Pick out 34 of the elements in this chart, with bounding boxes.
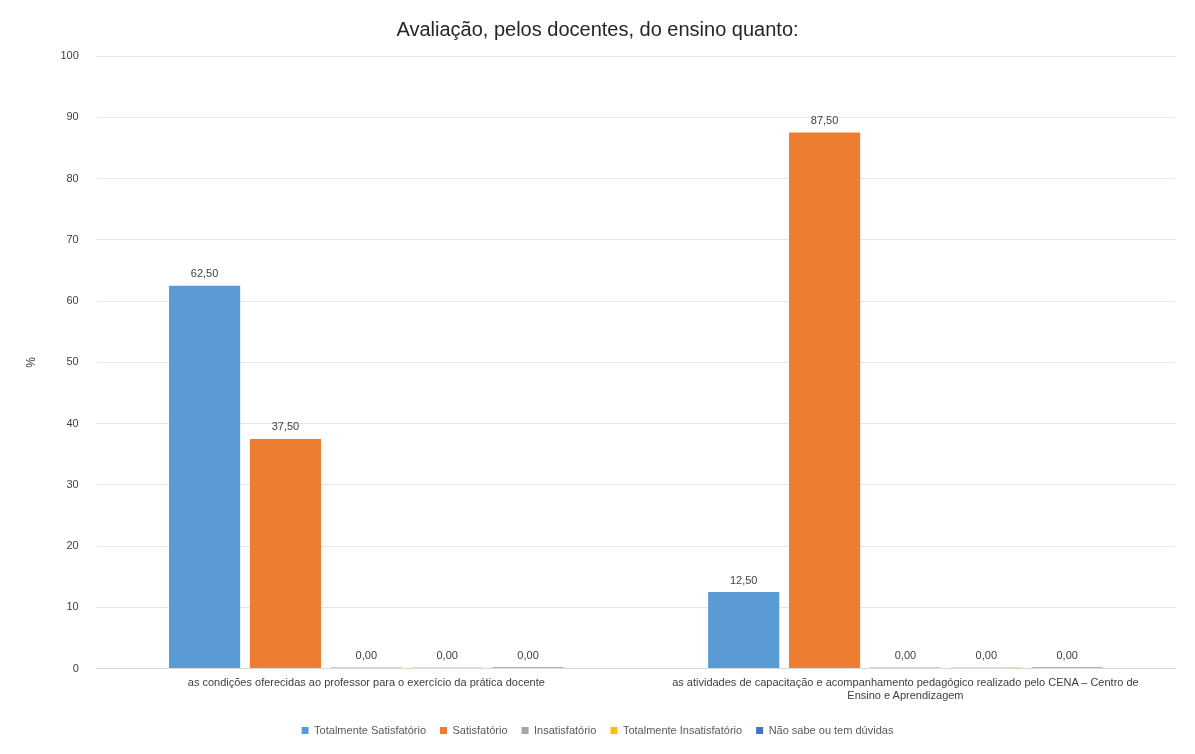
data-label: 0,00 [975,649,998,662]
legend-label: Insatisfatório [534,723,597,736]
data-label: 37,50 [271,420,300,433]
bar [788,132,861,669]
legend-label: Totalmente Insatisfatório [622,723,743,736]
bar [169,285,241,669]
y-tick-label: 60 [66,294,79,307]
x-tick-label: as condições oferecidas ao professor para o exercício da prática docente [187,676,545,689]
bar [249,438,322,669]
legend-label: Satisfatório [452,723,508,736]
legend-label: Não sabe ou tem dúvidas [768,723,894,736]
data-label: 0,00 [355,649,378,662]
y-tick-label: 50 [66,355,79,368]
chart-title: Avaliação, pelos docentes, do ensino quanto: [396,17,799,40]
data-label: 12,50 [729,573,758,586]
legend-label: Totalmente Satisfatório [314,723,427,736]
y-tick-label: 40 [66,416,79,429]
data-label: 87,50 [810,114,839,127]
y-tick-label: 20 [66,539,79,552]
data-label: 0,00 [517,649,539,662]
data-label: 0,00 [1056,649,1078,662]
data-label: 0,00 [436,649,458,662]
data-label: 0,00 [894,649,917,662]
y-tick-label: 30 [66,477,79,490]
y-tick-label: 10 [66,600,79,613]
y-tick-label: 100 [60,49,79,62]
data-label: 62,50 [190,267,219,280]
bar [708,592,780,669]
y-tick-label: 0 [72,661,79,674]
y-tick-label: 70 [66,232,79,245]
y-tick-label: 80 [66,171,79,184]
y-axis-title: % [23,356,38,368]
x-tick-label: as atividades de capacitação e acompanhamento pedagógico realizado pelo CENA – Centro de Ensino e Aprendizagem [672,676,1139,702]
y-tick-label: 90 [66,110,79,123]
